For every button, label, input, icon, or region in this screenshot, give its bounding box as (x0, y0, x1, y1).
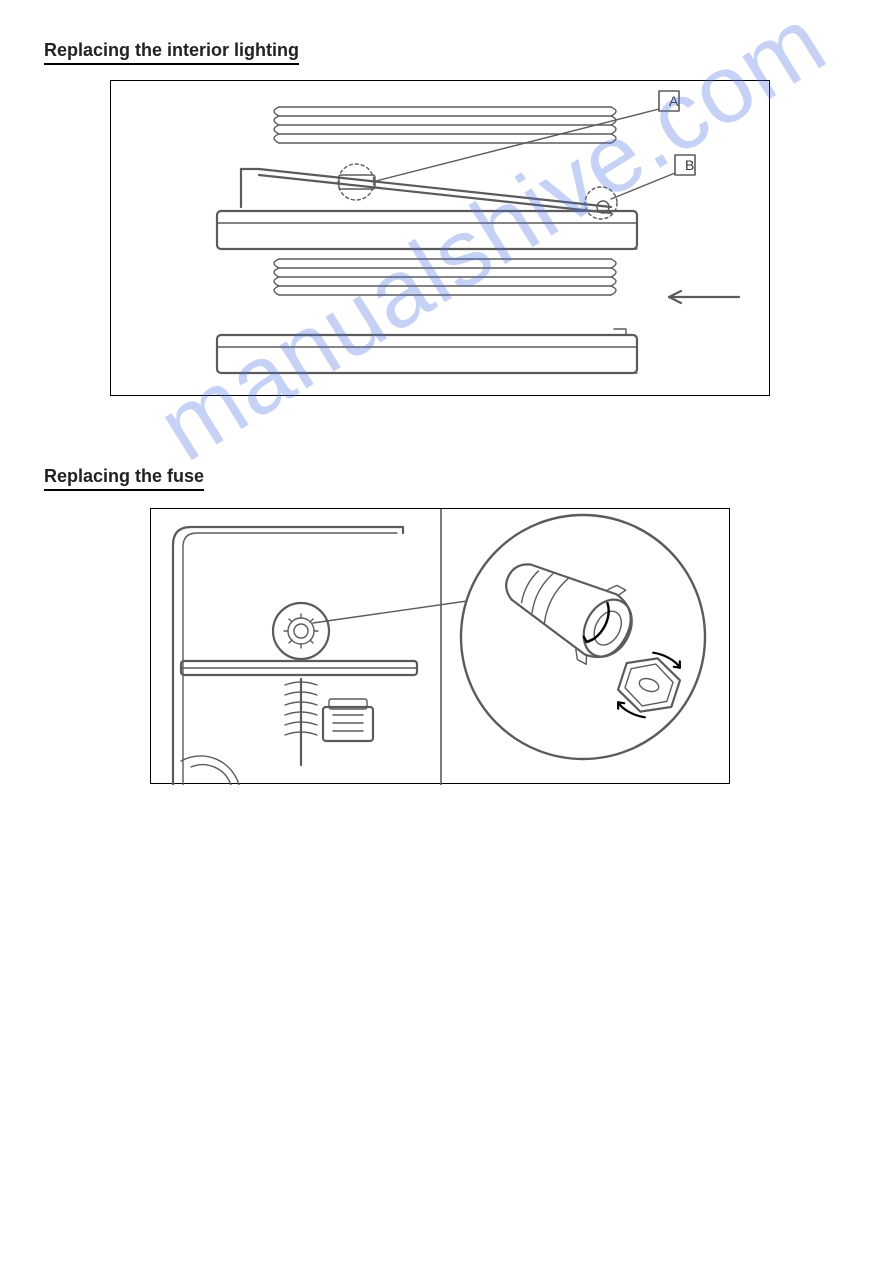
figure-lighting: A B (110, 80, 770, 396)
callout-a-label: A (669, 93, 679, 109)
figure-fuse-svg (151, 509, 731, 785)
section-title-lighting: Replacing the interior lighting (44, 40, 299, 65)
section-title-fuse: Replacing the fuse (44, 466, 204, 491)
figure-fuse (150, 508, 730, 784)
callout-b-label: B (685, 157, 694, 173)
figure-lighting-svg: A B (111, 81, 771, 397)
